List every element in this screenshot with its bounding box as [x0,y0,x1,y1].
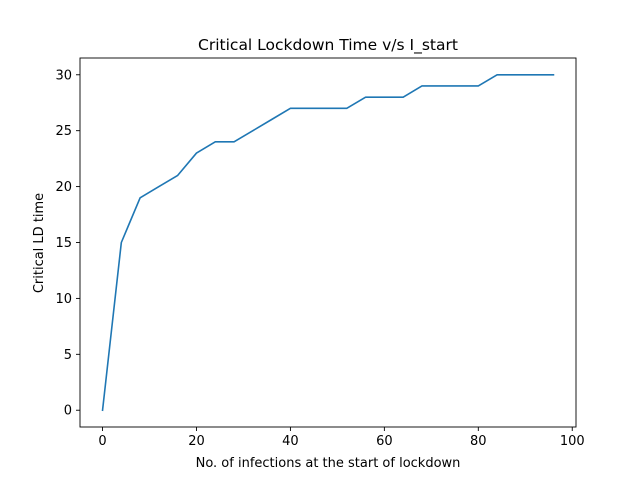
axis-ticks: 0 20 40 60 80 100 0 5 10 15 20 25 30 [55,68,584,449]
y-tick-label: 20 [55,180,72,195]
x-tick-label: 60 [376,434,393,449]
y-tick-label: 15 [55,236,72,251]
x-tick-label: 20 [188,434,205,449]
x-tick-label: 80 [470,434,487,449]
chart-title: Critical Lockdown Time v/s I_start [198,36,458,55]
y-tick-label: 0 [64,404,72,419]
y-tick-label: 25 [55,124,72,139]
series-line-0 [101,73,555,412]
x-tick-label: 0 [98,434,106,449]
y-tick-label: 10 [55,292,72,307]
y-tick-label: 5 [64,348,72,363]
y-tick-label: 30 [55,68,72,83]
x-axis-label: No. of infections at the start of lockdo… [196,456,461,471]
y-axis-label: Critical LD time [32,193,47,293]
x-tick-label: 100 [560,434,585,449]
x-tick-label: 40 [282,434,299,449]
